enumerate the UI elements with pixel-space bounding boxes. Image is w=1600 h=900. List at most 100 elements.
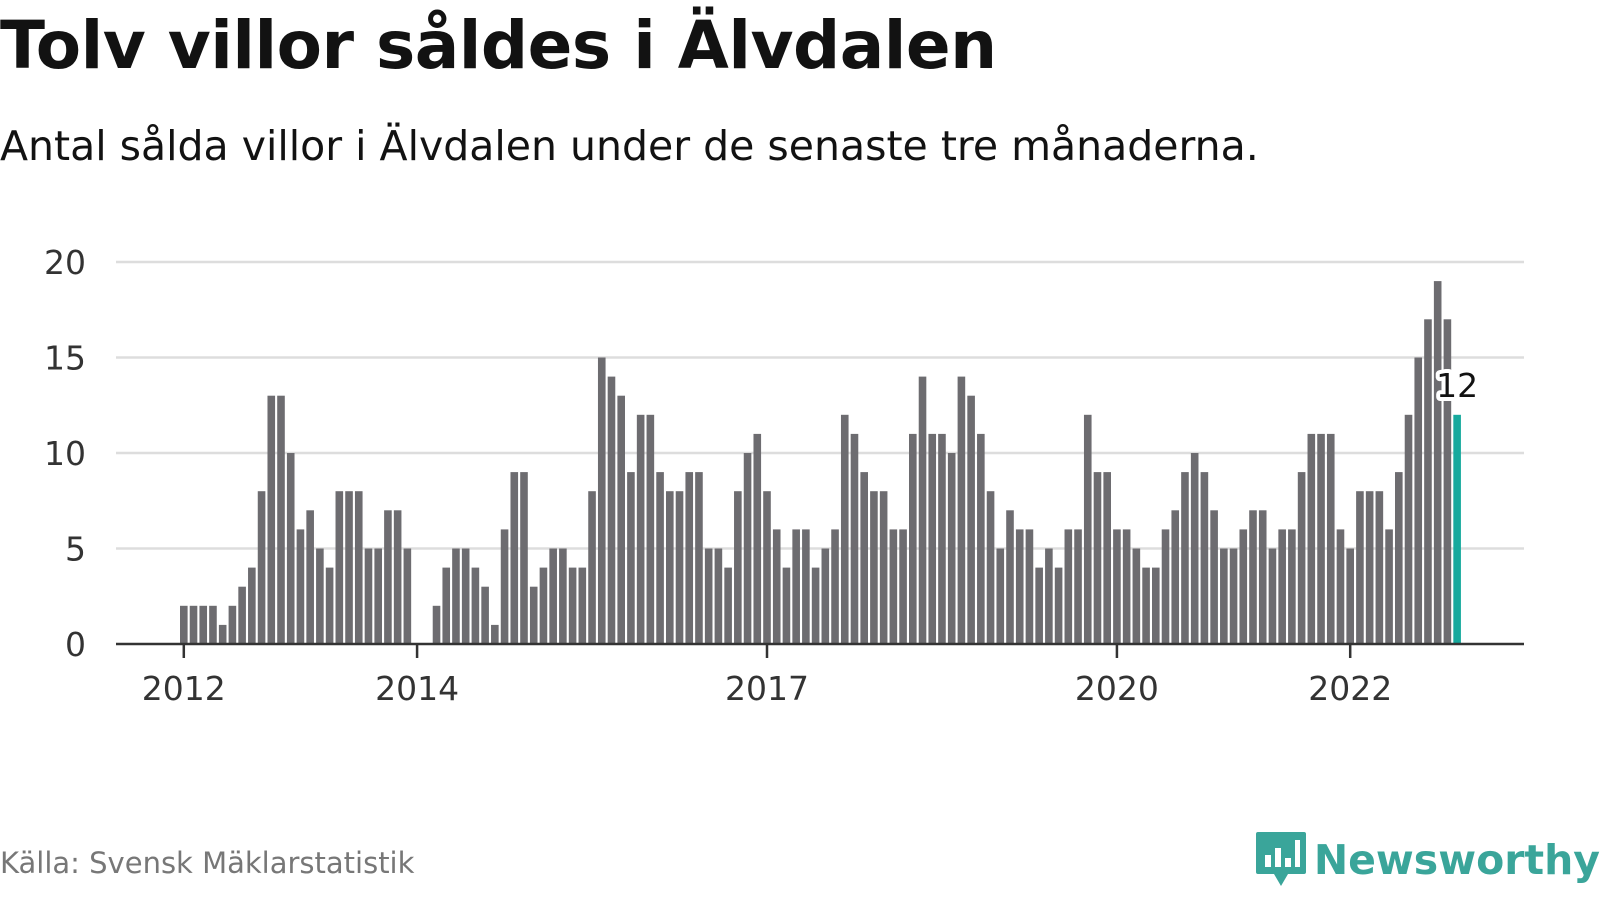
bar [1045,548,1053,644]
page-title: Tolv villor såldes i Älvdalen [0,7,997,84]
bar [646,414,655,644]
bar [1074,529,1082,644]
bar [1404,414,1413,644]
bar [384,510,392,644]
bar [1326,433,1335,644]
bar [1258,510,1267,644]
bar [695,472,703,644]
bar [889,529,898,644]
bar [393,510,402,644]
x-tick-label: 2014 [375,669,459,708]
bar [335,491,344,644]
bar [481,586,489,644]
x-tick-label: 2022 [1308,669,1392,708]
bar [364,548,373,644]
y-tick-label: 5 [65,530,86,569]
x-tick-label: 2020 [1075,669,1159,708]
bar [471,567,480,644]
bar [607,376,616,644]
bar [1229,548,1238,644]
bar-chart-speech-bubble-icon [1255,832,1306,886]
bar [1307,433,1316,644]
bar [180,605,188,644]
bar [714,548,723,644]
brand-name: Newsworthy [1313,836,1600,884]
bar [1210,510,1218,644]
bar [228,605,237,644]
bar [792,529,800,644]
bar [1249,510,1257,644]
bar [296,529,305,644]
bar [753,433,762,644]
bar [1035,567,1043,644]
bar [306,510,314,644]
bar [374,548,382,644]
bar [325,567,334,644]
bar [996,548,1005,644]
bar [1336,529,1345,644]
bar [520,472,528,644]
bar [938,433,946,644]
bar [403,548,412,644]
bar [1220,548,1228,644]
x-tick-label: 2012 [142,669,226,708]
bar [189,605,198,644]
y-axis-labels: 0 5 10 15 20 [44,243,86,664]
bar [636,414,645,644]
y-tick-label: 15 [44,339,86,378]
highlight-value-label: 12 [1436,366,1478,405]
bar [1122,529,1131,644]
bar [831,529,839,644]
bar [986,491,995,644]
bar [578,567,587,644]
bar [257,491,266,644]
bar [510,472,519,644]
bar [568,567,577,644]
bar [238,586,246,644]
bar-chart: 0 5 10 15 20 2012 2014 2017 2020 2022 12 [44,243,1524,708]
bar [1288,529,1296,644]
bar [967,395,975,644]
bar [1054,567,1063,644]
bar [1268,548,1277,644]
bar [1161,529,1170,644]
bar [811,567,820,644]
bar [1171,510,1180,644]
bar [1443,319,1452,644]
bar [1385,529,1393,644]
bar [1297,472,1306,644]
bar [734,491,742,644]
bar [1433,281,1442,644]
highlight-bar [1453,414,1461,644]
bar [248,567,256,644]
bar [782,567,791,644]
bar [267,395,276,644]
bars [180,281,1461,644]
bar [666,491,674,644]
bar [743,453,752,644]
bar [977,433,985,644]
bar [821,548,830,644]
bar [802,529,810,644]
bar [1356,491,1364,644]
y-tick-label: 10 [44,434,86,473]
bar [277,395,285,644]
bar [1200,472,1209,644]
bar [316,548,324,644]
bar [947,453,956,644]
bar [491,624,499,644]
newsworthy-logo: Newsworthy [1255,832,1600,888]
bar [442,567,451,644]
bar [209,605,217,644]
bar [1414,357,1423,644]
bar [840,414,849,644]
bar [1083,414,1092,644]
bar [1152,567,1160,644]
bar [529,586,538,644]
bar [627,472,635,644]
bar [1103,472,1111,644]
bar [1365,491,1374,644]
bar [772,529,781,644]
bar [452,548,460,644]
bar [286,453,295,644]
